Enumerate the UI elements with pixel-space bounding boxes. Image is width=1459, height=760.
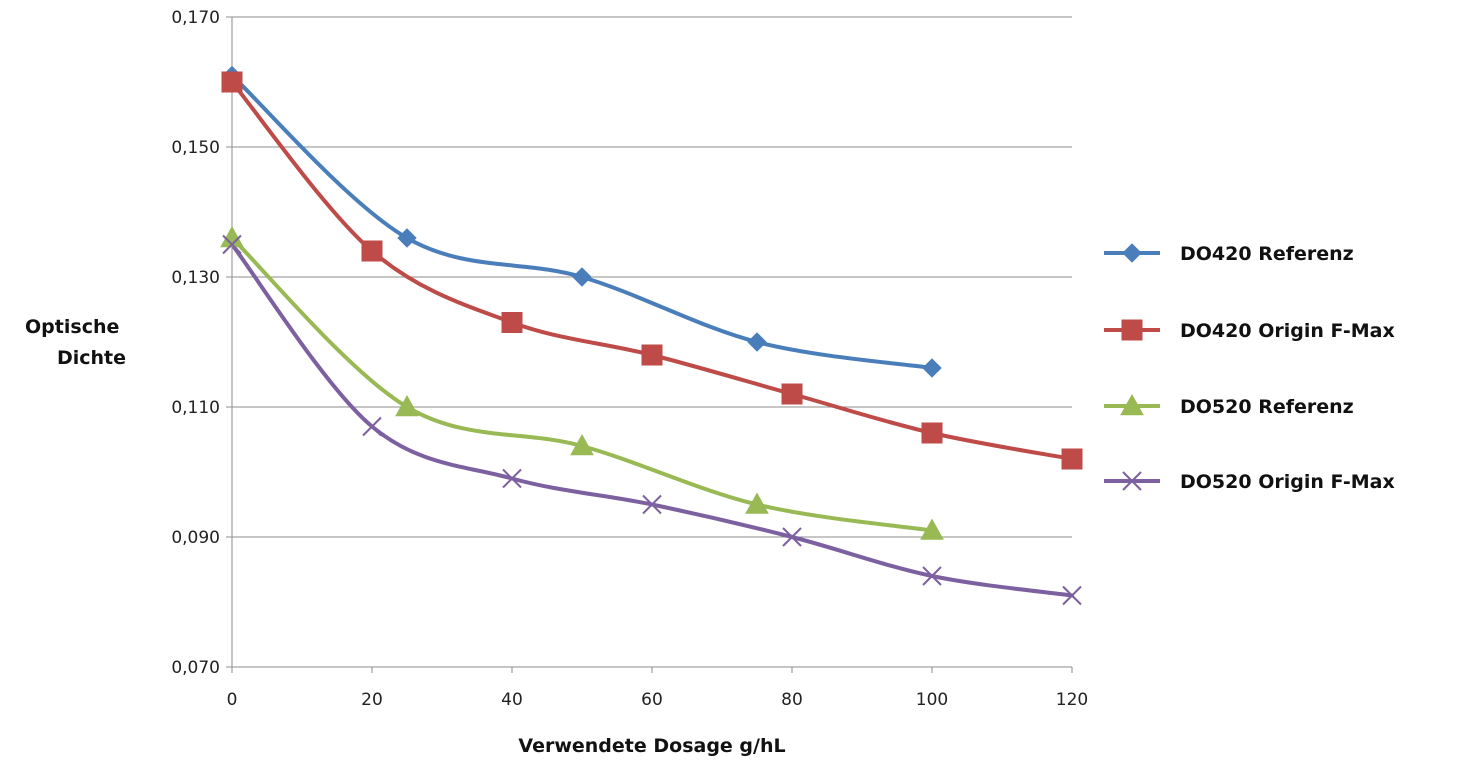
- x-axis-title: Verwendete Dosage g/hL: [518, 735, 785, 757]
- x-tick-label: 0: [227, 690, 238, 710]
- data-point-series-3: [920, 518, 944, 540]
- data-point-series-4: [1062, 585, 1082, 606]
- legend-marker: [1122, 243, 1142, 263]
- x-tick-label: 100: [916, 690, 948, 710]
- data-point-series-4: [502, 468, 522, 489]
- data-point-series-1: [572, 267, 592, 287]
- x-marker-stroke: [1122, 471, 1142, 491]
- legend-marker: [1122, 471, 1142, 491]
- x-marker-stroke: [922, 566, 942, 586]
- data-point-series-4: [362, 416, 382, 437]
- x-tick-label: 60: [641, 690, 663, 710]
- data-point-series-4: [922, 566, 942, 586]
- y-axis-title: Optische Dichte: [25, 316, 126, 369]
- legend-item: DO520 Referenz: [1104, 393, 1354, 418]
- x-tick-label: 120: [1056, 690, 1088, 710]
- legend-item: DO420 Referenz: [1104, 243, 1354, 265]
- legend-label: DO420 Origin F-Max: [1180, 320, 1395, 342]
- data-point-series-2: [1061, 448, 1083, 470]
- data-point-series-4: [782, 527, 802, 547]
- y-tick-label: 0,170: [171, 8, 220, 28]
- y-axis-title-line-1: Optische: [25, 316, 119, 338]
- data-point-series-1: [397, 228, 417, 248]
- data-point-series-3: [570, 433, 594, 456]
- data-point-series-1: [747, 332, 767, 352]
- x-marker-stroke: [642, 494, 662, 515]
- x-tick-label: 40: [501, 690, 523, 710]
- y-tick-label: 0,110: [171, 398, 220, 418]
- data-point-series-2: [361, 240, 383, 262]
- legend-label: DO420 Referenz: [1180, 243, 1354, 265]
- axes: 0,070 0,090 0,110 0,130 0,150 0,170 0 20 40 60 80 1…: [171, 8, 1088, 710]
- data-point-series-2: [501, 312, 523, 333]
- y-axis-title-line-2: Dichte: [57, 347, 126, 369]
- x-marker-stroke: [1062, 585, 1082, 606]
- series-line-1: [230, 73, 934, 370]
- x-tick-label: 80: [781, 690, 803, 710]
- x-marker-stroke: [782, 527, 802, 547]
- series-line-4: [230, 242, 1074, 598]
- legend-item: DO420 Origin F-Max: [1104, 319, 1395, 342]
- x-marker-stroke: [502, 468, 522, 489]
- y-tick-label: 0,090: [171, 528, 220, 548]
- legend-marker: [1120, 393, 1144, 416]
- x-marker-stroke: [362, 416, 382, 437]
- data-point-series-3: [220, 225, 244, 248]
- x-tick-label: 20: [361, 690, 383, 710]
- series-lines: [230, 73, 1074, 598]
- y-tick-label: 0,130: [171, 268, 220, 288]
- gridlines: [226, 16, 1072, 668]
- data-point-series-2: [221, 71, 243, 93]
- legend-label: DO520 Origin F-Max: [1180, 471, 1395, 493]
- series-markers: [220, 65, 1083, 606]
- y-tick-label: 0,070: [171, 658, 220, 678]
- data-point-series-3: [395, 394, 419, 417]
- data-point-series-2: [781, 383, 803, 405]
- x-marker-stroke: [222, 234, 242, 255]
- series-line-2: [230, 80, 1074, 461]
- legend-label: DO520 Referenz: [1180, 396, 1354, 418]
- legend: DO420 Referenz DO420 Origin F-Max DO520 Re…: [1104, 243, 1395, 493]
- y-tick-label: 0,150: [171, 138, 220, 158]
- legend-item: DO520 Origin F-Max: [1104, 471, 1395, 493]
- data-point-series-4: [222, 234, 242, 255]
- data-point-series-4: [642, 494, 662, 515]
- data-point-series-2: [641, 344, 663, 366]
- data-point-series-1: [922, 358, 942, 378]
- legend-marker: [1121, 319, 1143, 341]
- data-point-series-2: [921, 422, 943, 444]
- data-point-series-3: [745, 492, 769, 514]
